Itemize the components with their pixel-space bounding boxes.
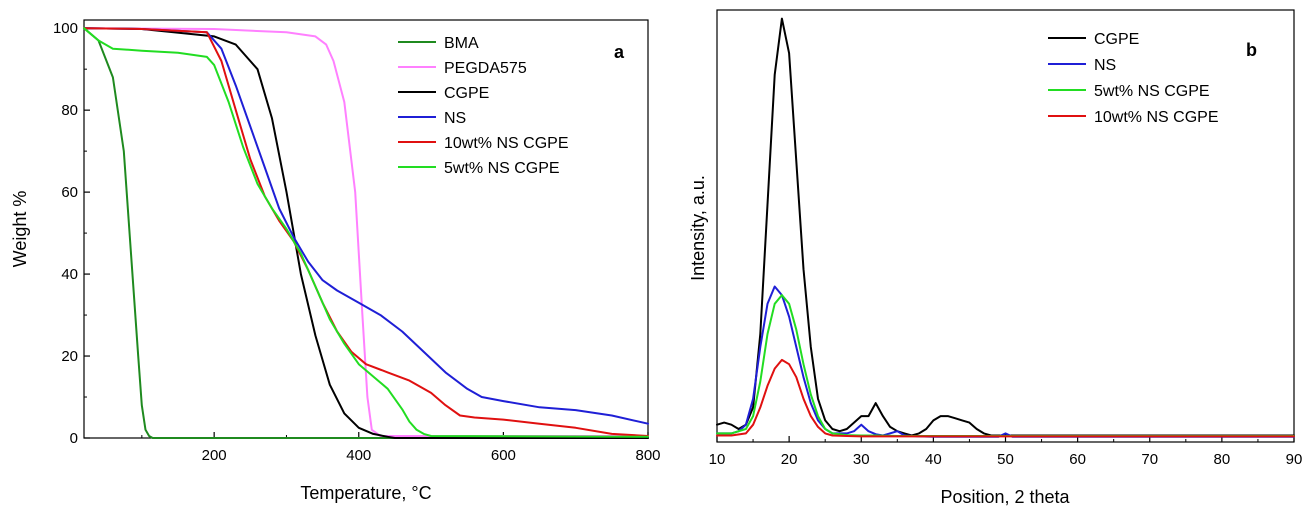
panel-b-letter: b [1246, 40, 1257, 60]
b-legend-label: CGPE [1094, 31, 1139, 48]
panel-a-series [83, 27, 649, 439]
a-legend-label: CGPE [444, 85, 489, 102]
panel-b-y-axis-title: Intensity, a.u. [688, 175, 708, 281]
b-series-line-1 [716, 285, 1295, 438]
a-series-line-2 [83, 27, 649, 439]
panel-b-ticks: 10 20 30 40 50 60 70 80 90 [709, 436, 1303, 468]
a-y-tick-label: 100 [53, 20, 78, 37]
b-legend-label: NS [1094, 57, 1116, 74]
a-legend-label: 5wt% NS CGPE [444, 160, 560, 177]
b-x-tick-label: 50 [997, 451, 1014, 468]
a-y-tick-label: 80 [61, 102, 78, 119]
panel-b-xrd-chart: 10 20 30 40 50 60 70 80 90 CGPE NS 5wt% NS CGPE 10w… [688, 9, 1303, 507]
a-series-line-3 [83, 27, 649, 425]
panel-a-legend: BMA PEGDA575 CGPE NS 10wt% NS CGPE 5wt% NS CG… [398, 35, 568, 177]
a-series-line-1 [83, 27, 649, 437]
a-legend-label: BMA [444, 35, 479, 52]
panel-a-ticks: 200 400 600 800 0 20 40 60 80 100 [53, 20, 661, 464]
a-y-tick-label: 60 [61, 184, 78, 201]
b-x-tick-label: 30 [853, 451, 870, 468]
panel-b-series [716, 17, 1295, 438]
a-series-line-0 [83, 27, 649, 439]
a-series-line-4 [83, 27, 649, 437]
a-y-tick-label: 0 [70, 430, 78, 447]
a-legend-label: PEGDA575 [444, 60, 527, 77]
b-x-tick-label: 70 [1141, 451, 1158, 468]
panel-a-y-axis-title: Weight % [10, 191, 30, 268]
b-x-tick-label: 60 [1069, 451, 1086, 468]
a-legend-label: 10wt% NS CGPE [444, 135, 568, 152]
b-legend-label: 5wt% NS CGPE [1094, 83, 1210, 100]
a-x-tick-label: 800 [635, 447, 660, 464]
b-series-line-2 [716, 294, 1295, 437]
b-x-tick-label: 40 [925, 451, 942, 468]
a-x-tick-label: 400 [346, 447, 371, 464]
a-x-tick-label: 600 [491, 447, 516, 464]
b-series-line-0 [716, 17, 1295, 437]
b-legend-label: 10wt% NS CGPE [1094, 109, 1218, 126]
b-x-tick-label: 10 [709, 451, 726, 468]
b-x-tick-label: 20 [781, 451, 798, 468]
b-x-tick-label: 80 [1214, 451, 1231, 468]
a-series-line-5 [83, 27, 649, 438]
panel-b-legend: CGPE NS 5wt% NS CGPE 10wt% NS CGPE [1048, 31, 1218, 126]
panel-a-x-axis-title: Temperature, °C [300, 483, 431, 503]
b-x-tick-label: 90 [1286, 451, 1303, 468]
a-y-tick-label: 20 [61, 348, 78, 365]
a-legend-label: NS [444, 110, 466, 127]
b-series-line-3 [716, 358, 1295, 438]
panel-b-x-axis-title: Position, 2 theta [940, 487, 1070, 507]
panel-a-letter: a [614, 42, 625, 62]
a-y-tick-label: 40 [61, 266, 78, 283]
panel-a-tga-chart: 200 400 600 800 0 20 40 60 80 100 BMA PEGDA575 CGPE… [10, 19, 661, 503]
a-x-tick-label: 200 [202, 447, 227, 464]
